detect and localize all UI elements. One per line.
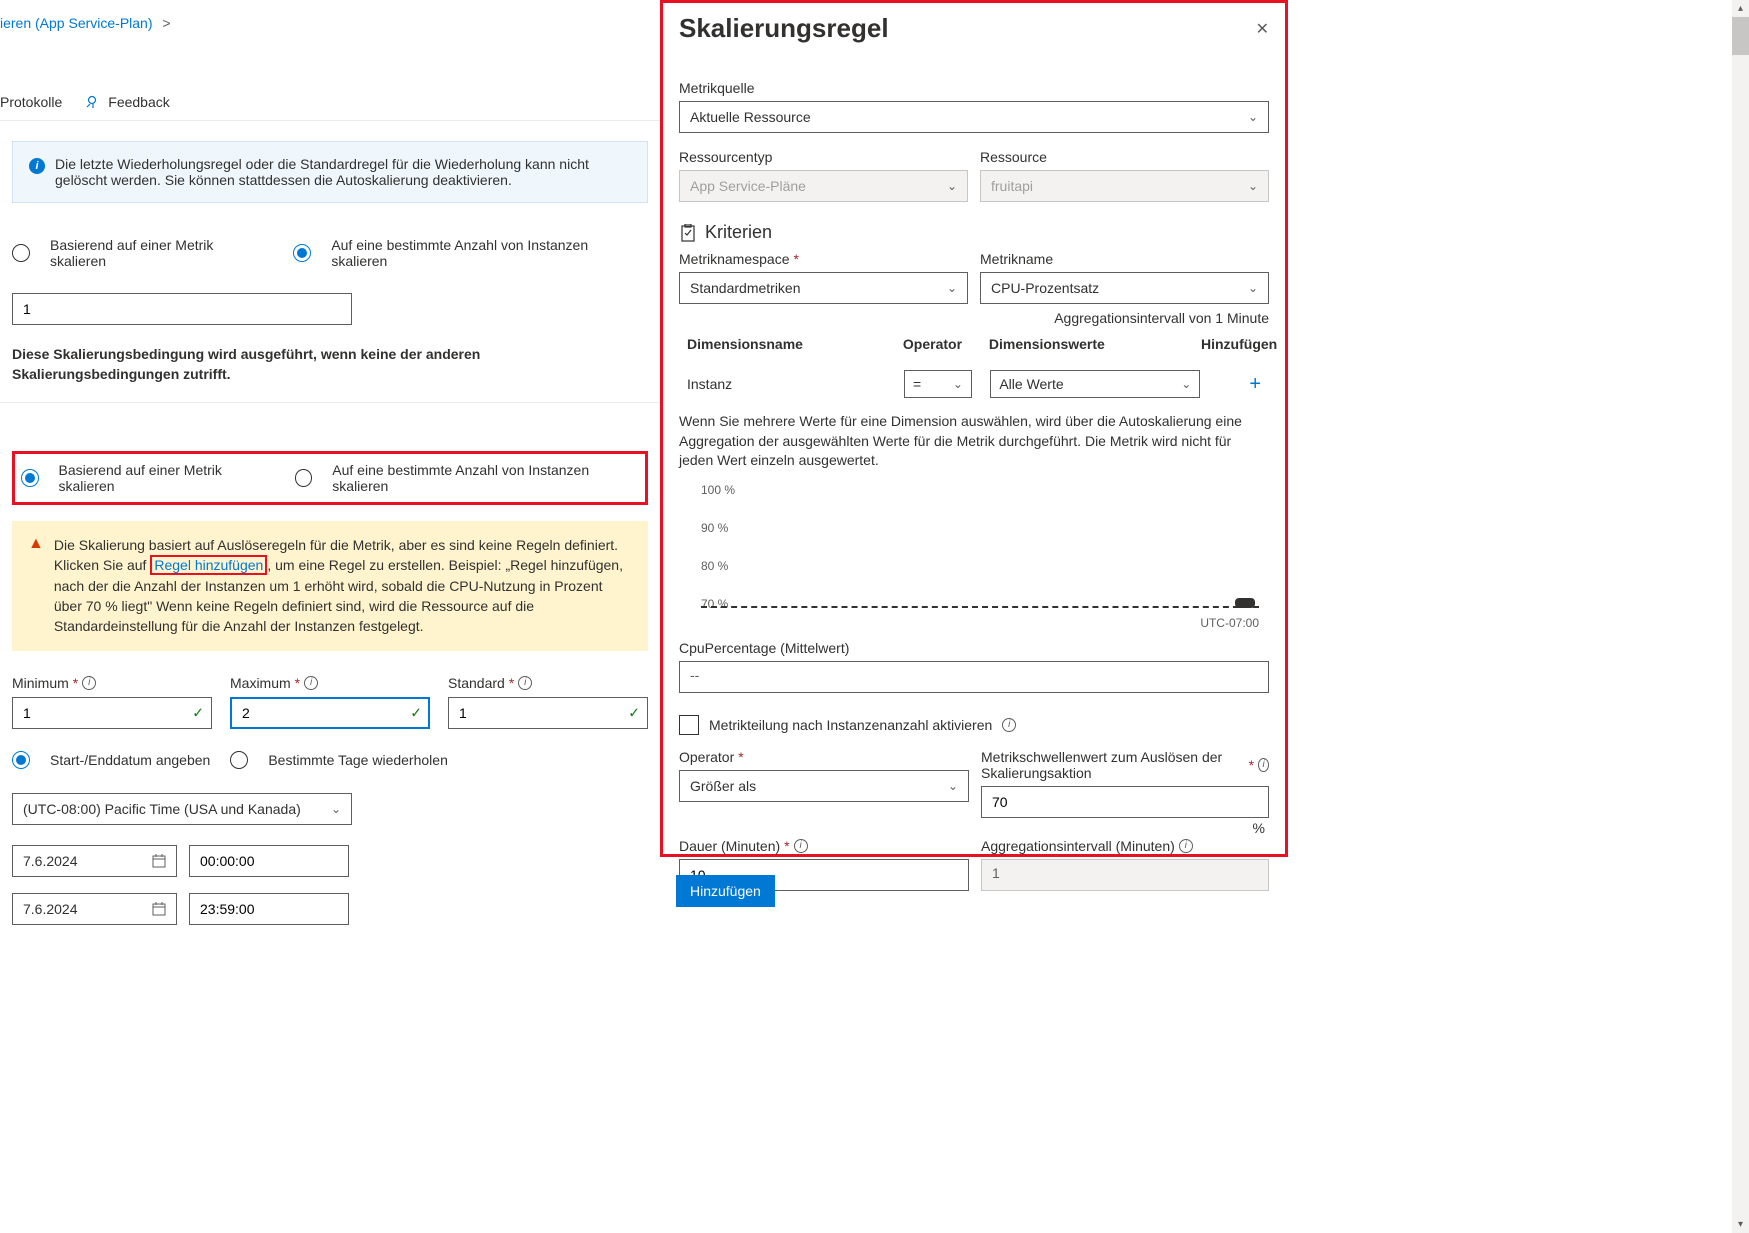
breadcrumb[interactable]: ieren (App Service-Plan) > [0,0,660,49]
warning-banner: ▲ Die Skalierung basiert auf Auslöserege… [12,521,648,650]
check-icon: ✓ [410,704,422,721]
resource-type-select: App Service-Pläne⌄ [679,170,968,202]
start-date-input[interactable]: 7.6.2024 [12,845,177,877]
operator-select[interactable]: Größer als⌄ [679,770,969,802]
info-icon[interactable]: i [794,839,808,853]
radio-repeat[interactable] [230,751,248,769]
scroll-thumb[interactable] [1732,17,1749,55]
resource-label: Ressource [980,149,1269,165]
add-dimension-button[interactable]: + [1249,373,1261,395]
resource-type-label: Ressourcentyp [679,149,968,165]
feedback-icon [86,94,102,110]
radio-fixed-2[interactable] [295,469,313,487]
dimension-header: Dimensionsname Operator Dimensionswerte … [679,326,1269,362]
threshold-label: Metrikschwellenwert zum Auslösen der Ska… [981,749,1269,781]
instance-count-input[interactable] [12,293,352,325]
info-icon[interactable]: i [1179,839,1193,853]
chart-tz: UTC-07:00 [679,616,1269,630]
panel-title: Skalierungsregel [679,13,889,44]
agg-interval-label: Aggregationsintervall (Minuten) i [981,838,1269,854]
agg-note: Aggregationsintervall von 1 Minute [679,310,1269,326]
info-icon[interactable]: i [1002,718,1016,732]
radio-fixed-1[interactable] [293,244,311,262]
toolbar: Protokolle Feedback [0,94,660,121]
calendar-icon [152,902,166,916]
chevron-down-icon: ⌄ [331,802,341,816]
radio-metric-2[interactable] [21,469,39,487]
info-icon[interactable]: i [304,676,318,690]
max-input[interactable] [230,697,430,729]
info-icon[interactable]: i [1258,758,1269,772]
operator-label: Operator * [679,749,969,765]
add-rule-link[interactable]: Regel hinzufügen [150,555,267,575]
end-date-input[interactable]: 7.6.2024 [12,893,177,925]
duration-label: Dauer (Minuten) * i [679,838,969,854]
metric-chart: 100 % 90 % 80 % 70 % [687,483,1269,618]
clipboard-icon [679,224,697,242]
metric-name-label: Metrikname [980,251,1269,267]
dim-values-select[interactable]: Alle Werte⌄ [990,370,1200,398]
dim-op-select[interactable]: =⌄ [904,370,972,398]
criteria-header: Kriterien [679,222,1269,243]
start-time-input[interactable] [189,845,349,877]
scale-mode-group-1: Basierend auf einer Metrik skalieren Auf… [12,237,648,269]
agg-interval-value: 1 [981,859,1269,891]
check-icon: ✓ [628,704,640,721]
threshold-input[interactable] [981,786,1269,818]
metric-name-select[interactable]: CPU-Prozentsatz⌄ [980,272,1269,304]
info-banner: i Die letzte Wiederholungsregel oder die… [12,141,648,203]
check-icon: ✓ [192,704,204,721]
cpu-avg-label: CpuPercentage (Mittelwert) [679,640,1269,656]
split-instances-checkbox[interactable] [679,715,699,735]
resource-select: fruitapi⌄ [980,170,1269,202]
std-input[interactable] [448,697,648,729]
radio-metric-1[interactable] [12,244,30,262]
info-icon[interactable]: i [518,676,532,690]
dimension-row: Instanz =⌄ Alle Werte⌄ + [679,362,1269,406]
warning-icon: ▲ [28,535,44,553]
max-label: Maximum * i [230,675,430,691]
scrollbar[interactable]: ▴ ▾ [1732,0,1749,1233]
cpu-avg-value: -- [679,661,1269,693]
split-instances-label: Metrikteilung nach Instanzenanzahl aktiv… [709,717,992,733]
metric-ns-select[interactable]: Standardmetriken⌄ [679,272,968,304]
scroll-down-button[interactable]: ▾ [1732,1216,1749,1233]
schedule-mode-group: Start-/Enddatum angeben Bestimmte Tage w… [12,751,648,769]
metric-source-label: Metrikquelle [679,80,1269,96]
feedback-button[interactable]: Feedback [86,94,169,110]
min-input[interactable] [12,697,212,729]
protokolle-button[interactable]: Protokolle [0,94,62,110]
timezone-select[interactable]: (UTC-08:00) Pacific Time (USA und Kanada… [12,793,352,825]
min-label: Minimum * i [12,675,212,691]
metric-source-select[interactable]: Aktuelle Ressource⌄ [679,101,1269,133]
scale-mode-highlight: Basierend auf einer Metrik skalieren Auf… [12,451,648,505]
metric-ns-label: Metriknamespace * [679,251,968,267]
scroll-up-button[interactable]: ▴ [1732,0,1749,17]
info-icon[interactable]: i [82,676,96,690]
dimension-help: Wenn Sie mehrere Werte für eine Dimensio… [679,412,1269,471]
calendar-icon [152,854,166,868]
std-label: Standard * i [448,675,648,691]
radio-startend[interactable] [12,751,30,769]
end-time-input[interactable] [189,893,349,925]
close-icon[interactable]: ✕ [1256,19,1269,39]
info-icon: i [29,158,45,174]
default-condition-msg: Diese Skalierungsbedingung wird ausgefüh… [12,345,648,384]
add-button[interactable]: Hinzufügen [676,875,775,907]
